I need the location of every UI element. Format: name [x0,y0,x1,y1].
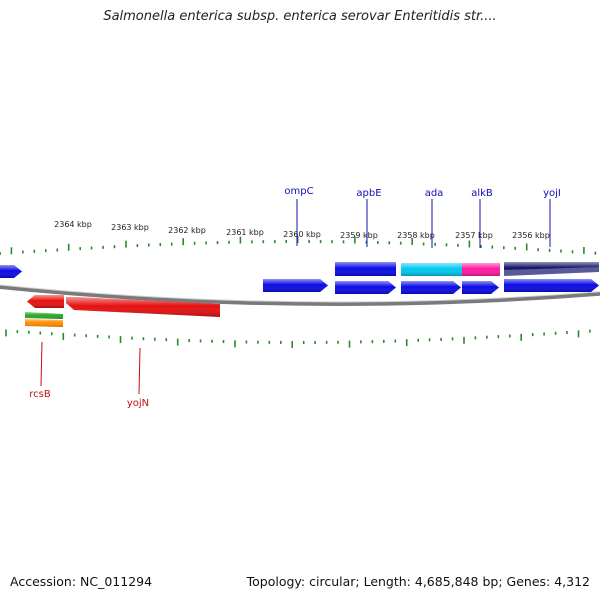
gene-arrow-rcsB-shading [27,295,64,308]
genome-backbone [0,284,600,306]
tick-marks-inner [5,329,591,348]
gene-label-ada: ada [425,188,444,199]
feature-block-shading [25,312,63,319]
feature-block [504,267,599,276]
kbp-label: 2360 kbp [283,230,321,239]
kbp-label: 2363 kbp [111,223,149,232]
gene-arrow-yojN-shading [66,297,220,317]
kbp-label: 2359 kbp [340,231,378,240]
kbp-labels: 2364 kbp 2363 kbp 2362 kbp 2361 kbp 2360 kbp… [54,220,550,240]
gene-arrow-ada-shading [401,281,461,294]
topology-info: Topology: circular; Length: 4,685,848 bp… [246,574,590,589]
gene-label-rcsB: rcsB [29,389,51,400]
genome-title: Salmonella enterica subsp. enterica sero… [103,9,497,24]
kbp-label: 2362 kbp [168,226,206,235]
gene-track [0,262,599,317]
label-leader-line [40,341,43,387]
kbp-label: 2356 kbp [512,231,550,240]
gene-label-alkB: alkB [471,188,493,199]
gene-arrow-partial-shading [0,265,22,278]
gene-arrow-yojI-shading [504,279,599,292]
tick-marks-outer [0,236,597,255]
kbp-label: 2358 kbp [397,231,435,240]
gene-label-apbE: apbE [356,188,381,199]
kbp-label: 2364 kbp [54,220,92,229]
gene-arrow-alkB-shading [462,281,499,294]
feature-track [25,262,599,327]
gene-label-lines [40,199,551,395]
kbp-label: 2361 kbp [226,228,264,237]
gene-labels: ompC apbE ada alkB yojI rcsB yojN [29,186,561,409]
gene-block-apbE-shading [335,262,396,276]
gene-label-ompC: ompC [284,186,313,197]
feature-block-shading [401,263,462,276]
gene-arrow-apbE-shading [335,281,396,294]
accession-info: Accession: NC_011294 [10,574,153,589]
kbp-label: 2357 kbp [455,231,493,240]
gene-label-yojN: yojN [127,398,149,409]
feature-block-shading [25,319,63,327]
gene-arrow-ompC-shading [263,279,328,292]
label-leader-line [138,347,141,395]
gene-label-yojI: yojI [543,188,561,199]
feature-block-shading [462,263,500,276]
